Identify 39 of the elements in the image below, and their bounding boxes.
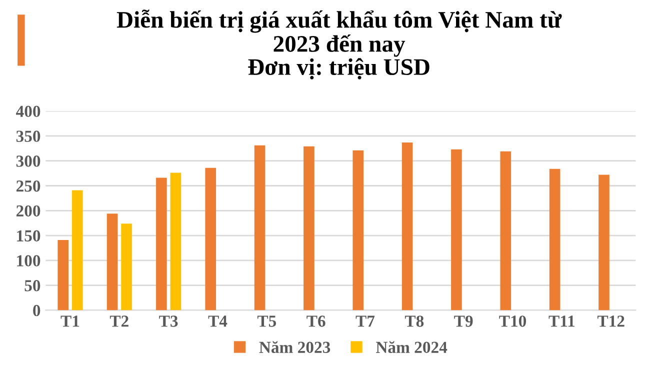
x-tick-label: T3: [159, 316, 178, 327]
bar: [500, 151, 512, 310]
bar: [549, 168, 560, 310]
bar: [72, 190, 83, 310]
x-tick-label: T7: [356, 316, 375, 327]
x-tick-label: T2: [110, 316, 128, 327]
x-tick-label: T1: [60, 316, 80, 327]
bar: [352, 150, 364, 310]
y-tick-label: 50: [24, 280, 40, 292]
bar: [205, 168, 216, 310]
y-tick-label: 150: [17, 230, 40, 242]
bar: [451, 149, 462, 310]
x-tick-label: T6: [306, 316, 326, 327]
y-tick-label: 350: [16, 130, 40, 142]
bar: [58, 240, 69, 310]
bar: [156, 178, 167, 310]
bar: [106, 214, 118, 310]
y-tick-label: 300: [16, 156, 40, 167]
bar: [304, 146, 314, 310]
bar: [402, 142, 413, 310]
legend-label: Năm 2023: [259, 341, 330, 353]
legend-label: Năm 2024: [376, 341, 448, 353]
bar: [598, 174, 610, 310]
y-tick-label: 200: [16, 205, 40, 217]
y-tick-label: 400: [16, 106, 40, 118]
x-tick-label: T4: [208, 316, 228, 327]
bar: [121, 224, 132, 310]
x-tick-label: T5: [257, 316, 276, 327]
y-tick-label: 100: [17, 255, 40, 266]
x-tick-label: T12: [597, 316, 624, 327]
y-tick-label: 0: [33, 304, 40, 316]
bar: [254, 145, 266, 310]
x-tick-label: T10: [499, 316, 526, 327]
x-tick-label: T11: [548, 316, 575, 327]
chart-title: Diễn biến trị giá xuất khẩu tôm Việt Nam từ 2023 đến nay Đơn vị: triệu USD: [116, 10, 562, 80]
y-tick-label: 250: [16, 180, 40, 192]
x-tick-label: T8: [404, 316, 424, 327]
x-tick-label: T9: [454, 316, 473, 327]
bar: [170, 172, 182, 310]
